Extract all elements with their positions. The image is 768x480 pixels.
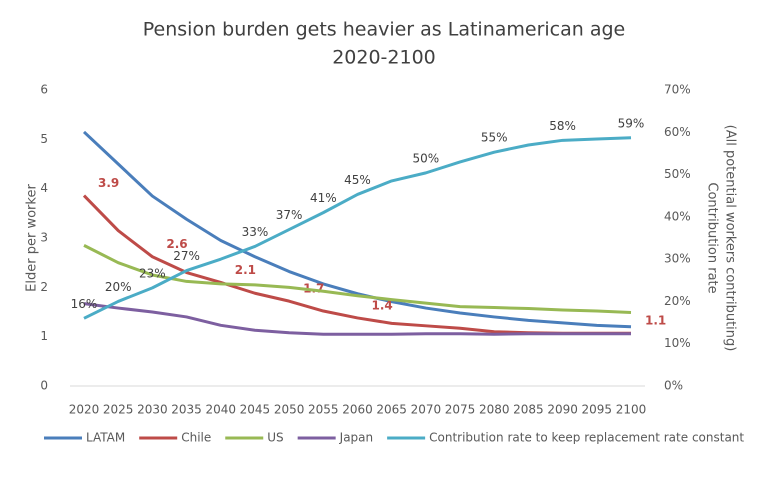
x-tick-label: 2040 xyxy=(205,403,236,417)
series-line xyxy=(83,136,632,320)
y-tick-label: 0 xyxy=(40,379,48,393)
y-tick-label: 4 xyxy=(40,181,48,195)
x-tick-label: 2065 xyxy=(376,403,407,417)
data-label: 23% xyxy=(139,266,166,280)
data-label: 3.9 xyxy=(98,176,119,190)
data-label: 45% xyxy=(344,173,371,187)
x-tick-label: 2060 xyxy=(342,403,373,417)
x-tick-label: 2035 xyxy=(171,403,202,417)
data-label: 2.1 xyxy=(235,263,256,277)
x-tick-label: 2080 xyxy=(479,403,510,417)
data-label: 2.6 xyxy=(166,237,187,251)
legend-label: Japan xyxy=(339,431,373,445)
y2-tick-label: 10% xyxy=(664,336,691,350)
y2-tick-label: 50% xyxy=(664,167,691,181)
x-tick-label: 2050 xyxy=(274,403,305,417)
chart-title: Pension burden gets heavier as Latinamer… xyxy=(143,19,625,41)
data-label: 33% xyxy=(242,225,269,239)
data-label: 59% xyxy=(618,116,645,130)
y-tick-label: 5 xyxy=(40,132,48,146)
x-tick-label: 2070 xyxy=(411,403,442,417)
y2-axis-label: Contribution rate xyxy=(705,182,720,293)
y2-tick-label: 40% xyxy=(664,209,691,223)
data-label: 1.4 xyxy=(372,298,393,312)
series-line xyxy=(83,302,631,336)
x-tick-label: 2100 xyxy=(616,403,647,417)
series-line xyxy=(83,244,632,314)
y2-tick-label: 20% xyxy=(664,294,691,308)
legend-label: LATAM xyxy=(86,431,125,445)
x-tick-label: 2090 xyxy=(547,403,578,417)
y-tick-label: 6 xyxy=(40,83,48,97)
x-tick-label: 2020 xyxy=(69,403,100,417)
data-label: 16% xyxy=(71,297,98,311)
y-axis-label: Elder per worker xyxy=(25,184,40,292)
data-label: 58% xyxy=(549,119,576,133)
y2-tick-label: 30% xyxy=(664,252,691,266)
y2-tick-label: 70% xyxy=(664,83,691,97)
y2-tick-label: 0% xyxy=(664,379,683,393)
x-tick-label: 2055 xyxy=(308,403,339,417)
x-tick-label: 2075 xyxy=(445,403,476,417)
data-label: 37% xyxy=(276,208,303,222)
legend-label: Contribution rate to keep replacement ra… xyxy=(429,431,744,445)
x-tick-label: 2025 xyxy=(103,403,134,417)
legend-label: Chile xyxy=(181,431,211,445)
data-label: 20% xyxy=(105,280,132,294)
data-label: 55% xyxy=(481,131,508,145)
data-label: 1.1 xyxy=(645,314,666,328)
x-tick-label: 2030 xyxy=(137,403,168,417)
x-tick-label: 2085 xyxy=(513,403,544,417)
y-tick-label: 2 xyxy=(40,280,48,294)
series-line xyxy=(82,130,632,329)
legend-label: US xyxy=(267,431,283,445)
y2-axis-label: (All potential workers contributing) xyxy=(723,125,738,352)
x-tick-label: 2045 xyxy=(240,403,271,417)
data-label: 27% xyxy=(173,249,200,263)
data-label: 50% xyxy=(413,151,440,165)
chart-subtitle: 2020-2100 xyxy=(332,47,436,69)
y-tick-label: 3 xyxy=(40,231,48,245)
x-tick-label: 2095 xyxy=(582,403,613,417)
y2-tick-label: 60% xyxy=(664,125,691,139)
y-tick-label: 1 xyxy=(40,329,48,343)
data-label: 41% xyxy=(310,191,337,205)
